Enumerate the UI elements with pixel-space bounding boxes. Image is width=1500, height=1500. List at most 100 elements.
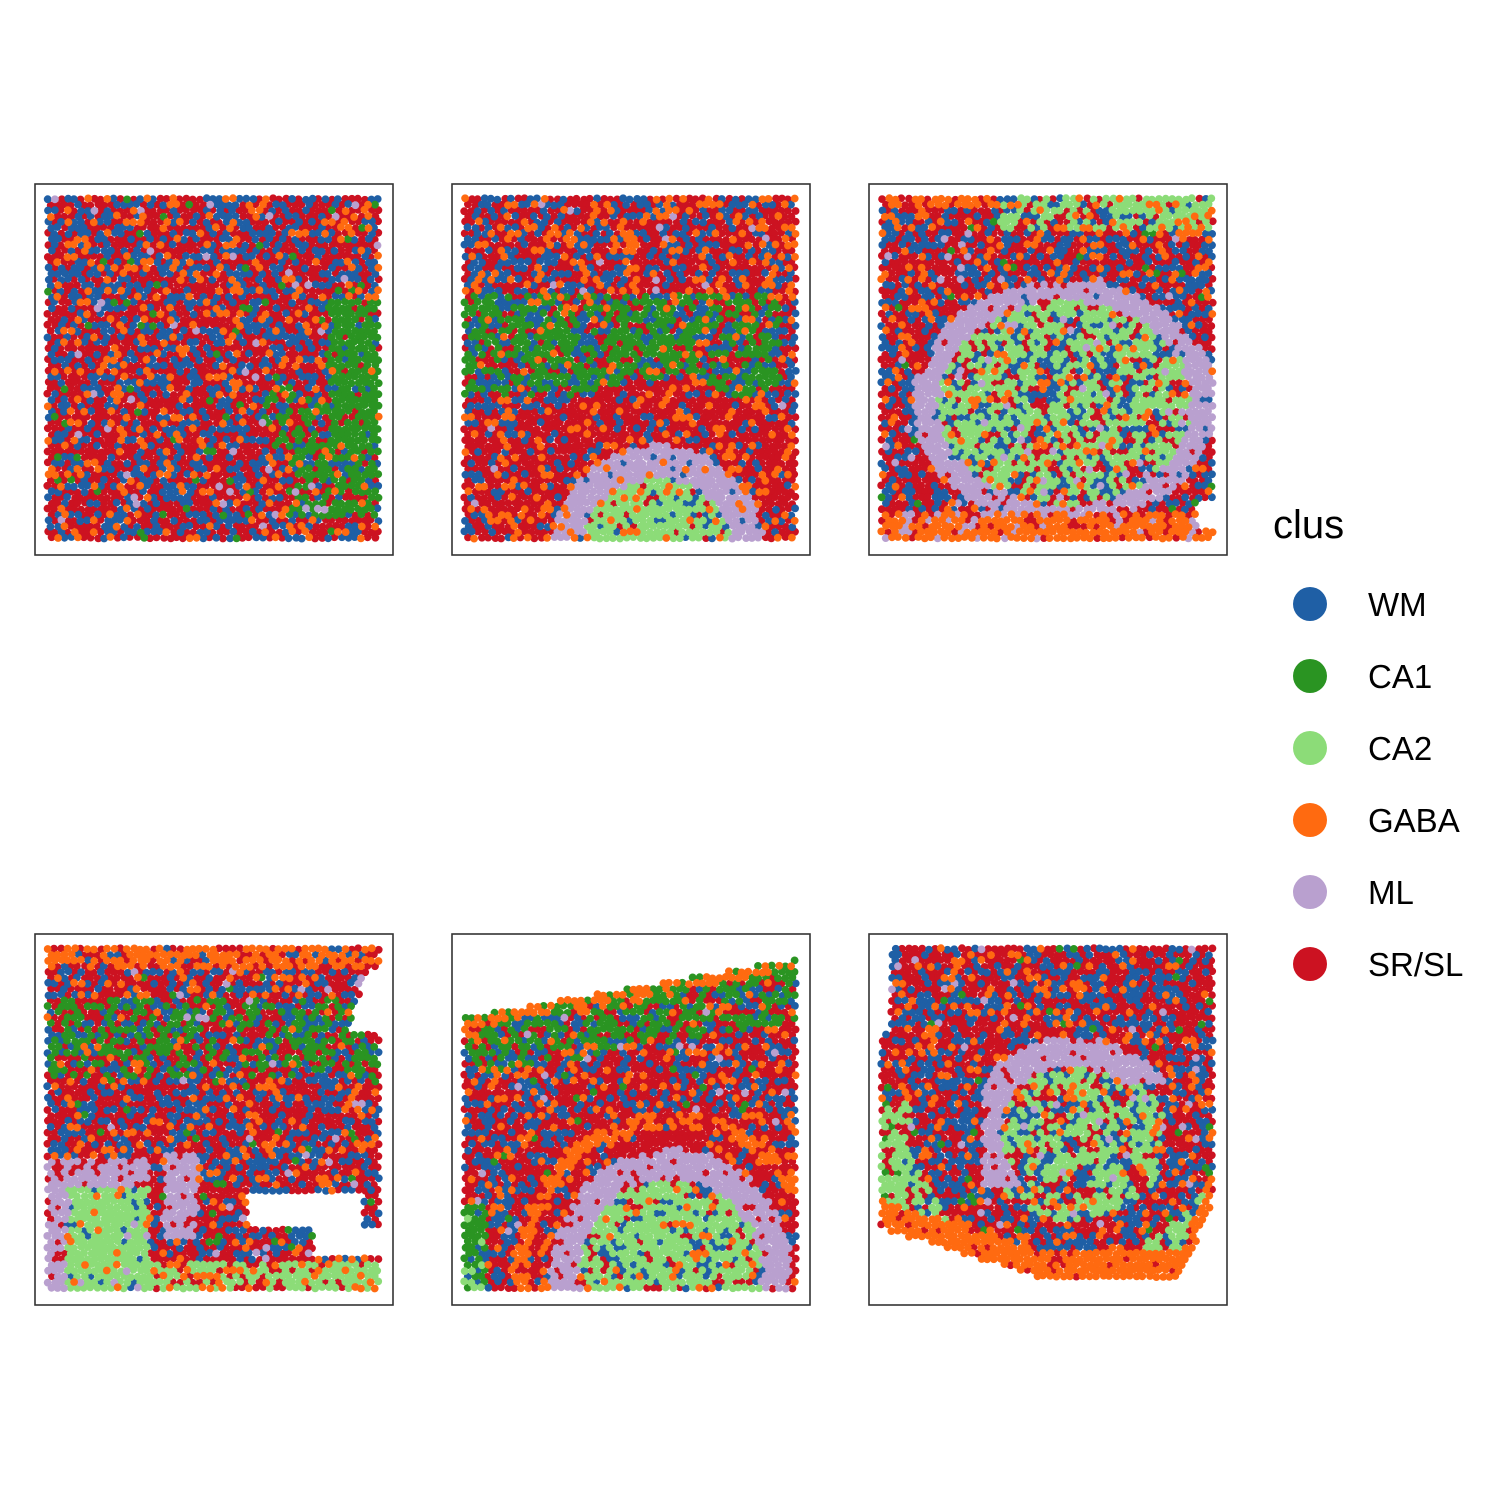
spot	[112, 498, 121, 507]
spot	[297, 534, 306, 543]
spot	[373, 333, 382, 342]
spot	[288, 527, 297, 536]
spot	[347, 229, 356, 238]
spot	[304, 258, 313, 267]
spot	[222, 217, 231, 226]
spot	[783, 481, 792, 490]
spot	[232, 534, 241, 543]
spot	[219, 419, 227, 428]
spot	[175, 206, 184, 215]
spot	[110, 367, 119, 376]
spot	[224, 337, 233, 346]
spot	[314, 195, 323, 203]
spot	[357, 257, 366, 266]
spot	[268, 459, 277, 467]
spot	[43, 424, 52, 433]
spot	[374, 217, 382, 226]
spot	[126, 385, 135, 393]
spot	[294, 309, 303, 318]
spot	[162, 447, 171, 456]
spot	[603, 293, 612, 302]
spot	[54, 281, 63, 290]
spot	[550, 258, 559, 267]
spot	[179, 269, 188, 278]
spot	[251, 373, 260, 382]
spot	[103, 240, 111, 249]
spot	[76, 298, 85, 307]
spot	[373, 436, 382, 444]
spot	[155, 527, 164, 536]
spot	[228, 366, 237, 375]
spot	[255, 206, 264, 214]
spot	[60, 326, 68, 335]
spot	[493, 493, 502, 501]
spot	[93, 350, 101, 359]
spot	[264, 269, 273, 278]
spot	[93, 430, 102, 438]
spot	[266, 488, 274, 496]
spot	[340, 378, 349, 386]
spot	[152, 293, 161, 302]
spot	[182, 217, 190, 226]
spot	[691, 217, 700, 226]
spot	[188, 413, 197, 421]
spot	[60, 338, 68, 346]
spot	[247, 516, 256, 524]
spot	[74, 419, 83, 428]
spot	[60, 200, 68, 209]
spot	[364, 212, 373, 220]
spot	[134, 408, 142, 416]
spot	[232, 498, 241, 507]
spot	[178, 361, 187, 369]
spot	[100, 338, 109, 347]
spot	[530, 534, 539, 543]
spot	[262, 401, 271, 410]
spot	[374, 286, 382, 295]
spot	[195, 356, 204, 365]
spot	[178, 350, 187, 358]
spot	[83, 459, 92, 468]
spot	[284, 212, 293, 220]
spot	[90, 482, 99, 490]
spot	[262, 252, 271, 261]
spot	[140, 315, 149, 323]
spot	[63, 470, 72, 478]
spot	[136, 481, 145, 490]
spot	[90, 333, 98, 342]
spot	[106, 533, 115, 541]
spot	[271, 522, 280, 530]
spot	[275, 251, 284, 260]
spot	[107, 326, 116, 335]
spot	[100, 441, 109, 449]
spot	[364, 234, 373, 243]
spot	[258, 338, 267, 347]
spot	[162, 195, 171, 203]
spot	[344, 406, 353, 415]
spot	[89, 528, 98, 537]
spot	[173, 234, 182, 243]
spot	[780, 327, 789, 335]
spot	[345, 292, 353, 300]
spot	[304, 383, 313, 392]
spot	[110, 263, 119, 272]
spot	[143, 493, 152, 502]
spot	[252, 327, 261, 336]
spot	[166, 316, 175, 324]
spot	[119, 360, 128, 369]
spot	[318, 304, 326, 313]
spot	[791, 309, 800, 318]
spot	[119, 269, 128, 277]
spot	[272, 327, 280, 335]
spot	[337, 246, 346, 255]
spot	[536, 418, 545, 427]
spot	[318, 293, 327, 302]
spot	[103, 195, 112, 203]
spot	[149, 310, 158, 318]
spot	[364, 293, 373, 301]
spot	[292, 499, 301, 507]
spot	[274, 482, 283, 491]
spot	[295, 344, 303, 352]
spot	[524, 257, 532, 266]
spot	[222, 252, 231, 260]
